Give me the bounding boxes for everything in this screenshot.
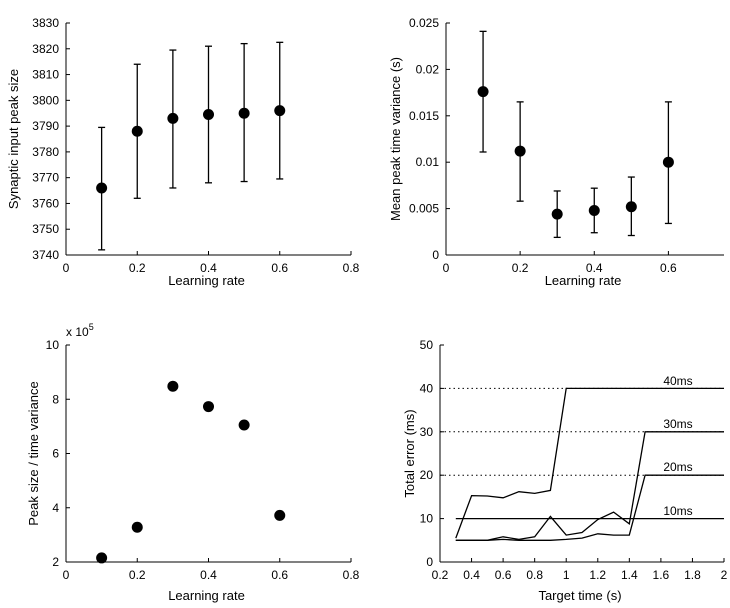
y-axis-label: Mean peak time variance (s)	[388, 57, 403, 221]
x-tick-label: 0.8	[343, 261, 360, 275]
x-tick-label: 0.6	[271, 261, 288, 275]
x-tick-label: 0.2	[432, 568, 449, 582]
data-point	[552, 209, 563, 220]
data-point	[132, 126, 143, 137]
panel-b: 0 0.2 0.4 0.600.0050.010.0150.020.025Learni…	[388, 16, 724, 288]
x-tick-label: 2	[721, 568, 728, 582]
data-point	[96, 182, 107, 193]
y-tick-label: 3810	[32, 68, 59, 82]
data-point	[167, 381, 178, 392]
data-point	[239, 420, 250, 431]
y-tick-label: 20	[420, 468, 434, 482]
data-point	[203, 401, 214, 412]
x-axis-label: Learning rate	[545, 273, 622, 288]
y-tick-label: 3760	[32, 196, 59, 210]
panel-c: 0 0.2 0.4 0.6 0.8 2 4 6 8 10 Learning rate Peak siz…	[26, 322, 360, 603]
y-tick-label: 30	[420, 425, 434, 439]
y-tick-label: 3820	[32, 42, 59, 56]
series-line-30ms	[456, 432, 724, 541]
data-point	[167, 113, 178, 124]
x-tick-label: 1	[563, 568, 570, 582]
data-point	[132, 522, 143, 533]
data-point	[274, 105, 285, 116]
data-point	[203, 109, 214, 120]
y-tick-label: 4	[52, 501, 59, 515]
x-tick-label: 0.6	[495, 568, 512, 582]
y-axis-label: Total error (ms)	[402, 409, 417, 497]
panel-d: 0.2 0.4 0.6 0.8 1 1.2 1.4 1.6 1.8 201020304050Tar…	[402, 338, 728, 603]
x-tick-label: 0	[443, 261, 450, 275]
x-axis-label: Learning rate	[168, 273, 245, 288]
x-axis-label: Learning rate	[168, 588, 245, 603]
y-tick-label: 0.01	[416, 155, 440, 169]
data-point	[274, 510, 285, 521]
x-tick-label: 1.6	[653, 568, 670, 582]
x-tick-label: 0.4	[463, 568, 480, 582]
y-tick-label: 3750	[32, 222, 59, 236]
series-label-30ms: 30ms	[663, 417, 692, 431]
data-point	[239, 108, 250, 119]
y-tick-label: 0.015	[409, 109, 439, 123]
data-point	[515, 146, 526, 157]
y-axis-label: Peak size / time variance	[26, 381, 41, 526]
x-tick-label: 1.4	[621, 568, 638, 582]
figure: 0 0.2 0.4 0.6 0.8374037503760377037803790380…	[0, 0, 730, 608]
series-label-10ms: 10ms	[663, 504, 692, 518]
y-axis-label: Synaptic input peak size	[6, 69, 21, 209]
x-tick-label: 0	[63, 568, 70, 582]
x-tick-label: 0.6	[660, 261, 677, 275]
y-axis-multiplier: x 105	[66, 322, 94, 339]
y-tick-label: 0	[432, 248, 439, 262]
y-tick-label: 10	[46, 338, 60, 352]
y-tick-label: 6	[52, 447, 59, 461]
x-tick-label: 0	[63, 261, 70, 275]
x-tick-label: 0.8	[343, 568, 360, 582]
data-point	[589, 205, 600, 216]
y-tick-label: 3740	[32, 248, 59, 262]
x-tick-label: 0.2	[129, 261, 146, 275]
x-tick-label: 1.2	[589, 568, 606, 582]
x-tick-label: 0.2	[512, 261, 529, 275]
data-point	[626, 201, 637, 212]
series-label-20ms: 20ms	[663, 460, 692, 474]
data-point	[96, 552, 107, 563]
y-tick-label: 40	[420, 381, 434, 395]
x-tick-label: 1.8	[684, 568, 701, 582]
y-tick-label: 0.02	[416, 62, 440, 76]
x-tick-label: 0.2	[129, 568, 146, 582]
x-tick-label: 0.8	[526, 568, 543, 582]
x-tick-label: 0.4	[200, 568, 217, 582]
y-tick-label: 0	[426, 555, 433, 569]
y-tick-label: 3830	[32, 16, 59, 30]
series-label-40ms: 40ms	[663, 374, 692, 388]
y-tick-label: 3800	[32, 93, 59, 107]
y-tick-label: 3780	[32, 145, 59, 159]
multiplier-base: x 10	[66, 325, 89, 339]
x-axis-label: Target time (s)	[538, 588, 621, 603]
x-tick-label: 0.6	[271, 568, 288, 582]
y-tick-label: 3770	[32, 171, 59, 185]
y-tick-label: 0.025	[409, 16, 439, 30]
data-point	[663, 157, 674, 168]
y-tick-label: 10	[420, 512, 434, 526]
y-tick-label: 50	[420, 338, 434, 352]
y-tick-label: 3790	[32, 119, 59, 133]
panel-a: 0 0.2 0.4 0.6 0.8374037503760377037803790380…	[6, 16, 360, 288]
y-tick-label: 0.005	[409, 202, 439, 216]
y-tick-label: 2	[52, 555, 59, 569]
multiplier-exponent: 5	[89, 322, 94, 332]
data-point	[478, 86, 489, 97]
y-tick-label: 8	[52, 392, 59, 406]
